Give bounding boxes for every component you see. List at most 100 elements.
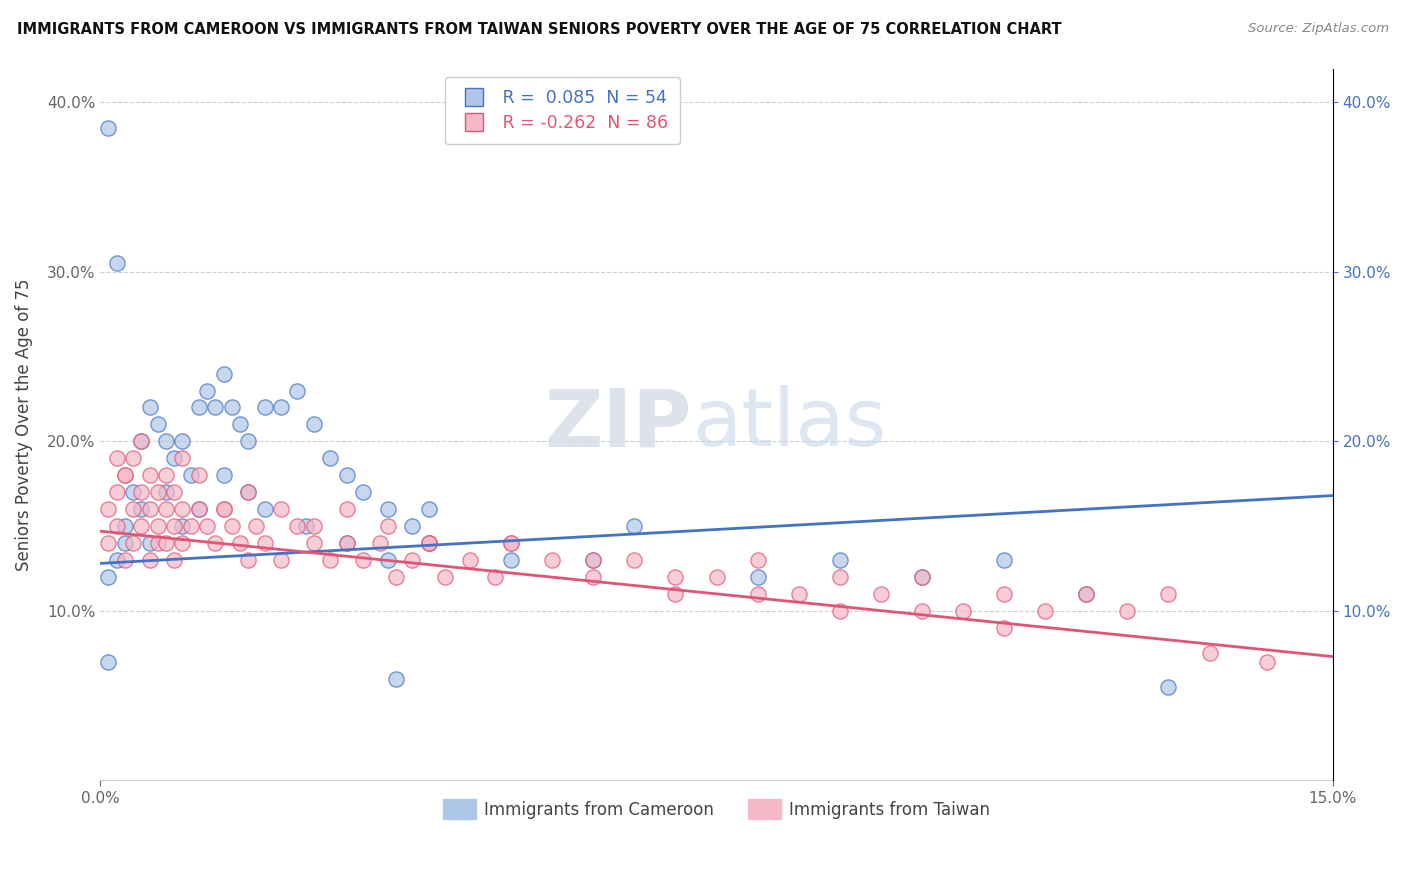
Point [163,451,186,466]
Point [172,502,194,516]
Point [828,604,851,618]
Point [302,536,325,550]
Point [131,434,153,449]
Point [155,468,177,483]
Point [97,120,120,135]
Point [146,485,169,500]
Point [221,401,243,415]
Point [212,502,235,516]
Point [105,485,128,500]
Point [501,553,523,567]
Point [418,502,440,516]
Point [163,485,186,500]
Point [155,502,177,516]
Point [501,536,523,550]
Point [377,553,399,567]
Point [180,519,202,533]
Point [172,519,194,533]
Point [747,553,769,567]
Point [911,604,934,618]
Point [319,451,342,466]
Text: Source: ZipAtlas.com: Source: ZipAtlas.com [1249,22,1389,36]
Point [204,536,226,550]
Point [253,502,276,516]
Point [993,553,1015,567]
Point [401,553,423,567]
Point [287,519,309,533]
Point [212,468,235,483]
Point [287,384,309,398]
Point [122,485,145,500]
Point [155,485,177,500]
Point [114,553,136,567]
Point [212,367,235,381]
Point [623,553,645,567]
Point [368,536,391,550]
Point [869,587,891,601]
Point [352,553,374,567]
Text: ZIP: ZIP [544,385,692,464]
Point [352,485,374,500]
Point [138,536,160,550]
Point [97,570,120,584]
Point [114,519,136,533]
Point [501,536,523,550]
Point [187,401,209,415]
Point [180,468,202,483]
Point [236,485,259,500]
Point [155,434,177,449]
Point [146,536,169,550]
Point [172,434,194,449]
Point [541,553,564,567]
Point [302,519,325,533]
Point [212,502,235,516]
Point [187,502,209,516]
Point [1033,604,1056,618]
Point [114,468,136,483]
Point [747,570,769,584]
Point [582,553,605,567]
Point [138,468,160,483]
Point [401,519,423,533]
Point [747,587,769,601]
Point [434,570,457,584]
Point [114,536,136,550]
Point [623,519,645,533]
Point [245,519,267,533]
Point [138,502,160,516]
Point [105,256,128,270]
Point [270,553,292,567]
Point [1256,655,1278,669]
Point [385,672,408,686]
Point [97,536,120,550]
Point [122,502,145,516]
Point [195,384,218,398]
Point [993,621,1015,635]
Point [1076,587,1098,601]
Point [97,502,120,516]
Point [114,468,136,483]
Point [105,553,128,567]
Point [270,401,292,415]
Point [828,553,851,567]
Point [105,519,128,533]
Point [138,553,160,567]
Point [229,536,252,550]
Point [1157,587,1180,601]
Point [993,587,1015,601]
Point [458,553,481,567]
Point [146,417,169,432]
Point [418,536,440,550]
Point [122,451,145,466]
Point [163,519,186,533]
Point [172,451,194,466]
Point [952,604,974,618]
Point [336,468,359,483]
Point [253,401,276,415]
Point [97,655,120,669]
Point [253,536,276,550]
Point [1157,680,1180,694]
Point [1198,646,1220,660]
Point [664,570,686,584]
Point [582,570,605,584]
